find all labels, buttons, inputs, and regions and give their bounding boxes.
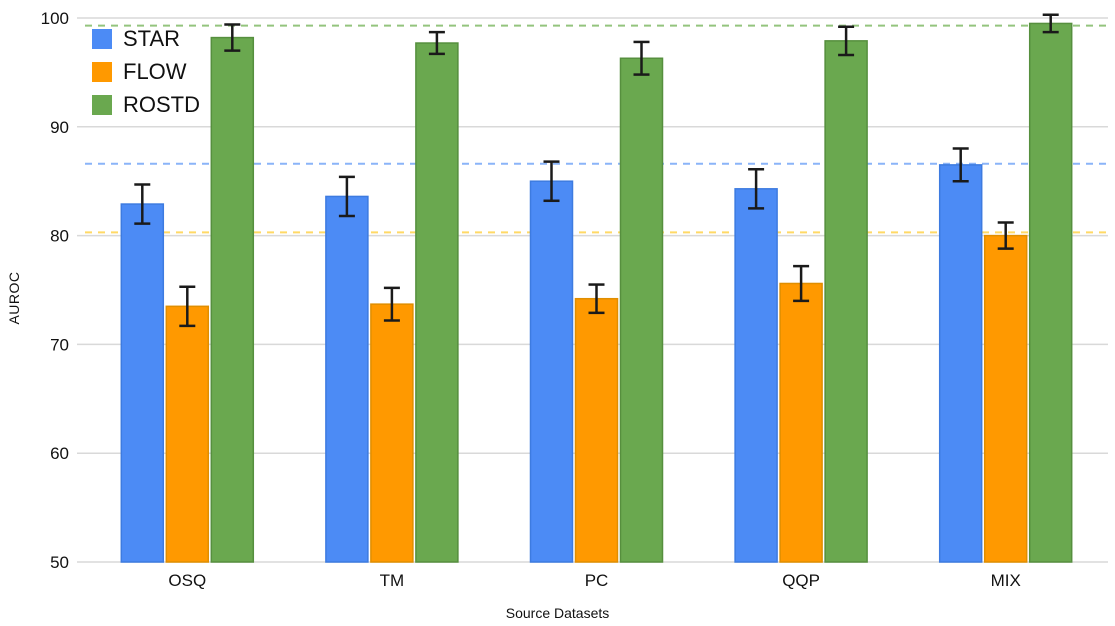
bar-rostd-pc[interactable] — [619, 57, 664, 563]
bar-flow-osq[interactable] — [165, 305, 210, 563]
legend-item-flow[interactable]: FLOW — [92, 59, 200, 85]
bar-star-tm[interactable] — [325, 195, 369, 563]
legend-swatch-star — [92, 29, 112, 49]
y-tick-label: 80 — [50, 227, 69, 246]
y-tick-label: 70 — [50, 335, 69, 354]
x-tick-label: QQP — [782, 571, 820, 590]
bar-rostd-tm[interactable] — [415, 42, 459, 563]
bar-star-mix[interactable] — [938, 164, 983, 563]
x-axis-title: Source Datasets — [505, 605, 610, 621]
legend: STAR FLOW ROSTD — [92, 26, 200, 118]
x-tick-label: TM — [380, 571, 405, 590]
bar-flow-mix[interactable] — [983, 234, 1028, 563]
legend-item-rostd[interactable]: ROSTD — [92, 92, 200, 118]
bar-flow-qqp[interactable] — [779, 282, 823, 563]
bar-rostd-qqp[interactable] — [824, 40, 868, 563]
legend-label: FLOW — [123, 59, 187, 84]
y-tick-label: 60 — [50, 444, 69, 463]
legend-swatch-rostd — [92, 95, 112, 115]
x-tick-label: MIX — [991, 571, 1021, 590]
legend-label: ROSTD — [123, 92, 200, 117]
y-tick-label: 100 — [41, 9, 69, 28]
legend-item-star[interactable]: STAR — [92, 26, 200, 52]
legend-swatch-flow — [92, 62, 112, 82]
bar-star-pc[interactable] — [529, 180, 574, 563]
x-tick-label: OSQ — [168, 571, 206, 590]
bar-star-qqp[interactable] — [734, 188, 778, 563]
bar-flow-tm[interactable] — [370, 303, 414, 563]
bar-rostd-mix[interactable] — [1028, 22, 1073, 563]
y-axis-title: AUROC — [6, 271, 22, 325]
legend-label: STAR — [123, 26, 181, 51]
y-tick-label: 90 — [50, 118, 69, 137]
bar-star-osq[interactable] — [120, 203, 165, 563]
bar-rostd-osq[interactable] — [210, 36, 255, 563]
y-tick-label: 50 — [50, 553, 69, 572]
bar-flow-pc[interactable] — [574, 297, 619, 563]
x-tick-label: PC — [585, 571, 609, 590]
